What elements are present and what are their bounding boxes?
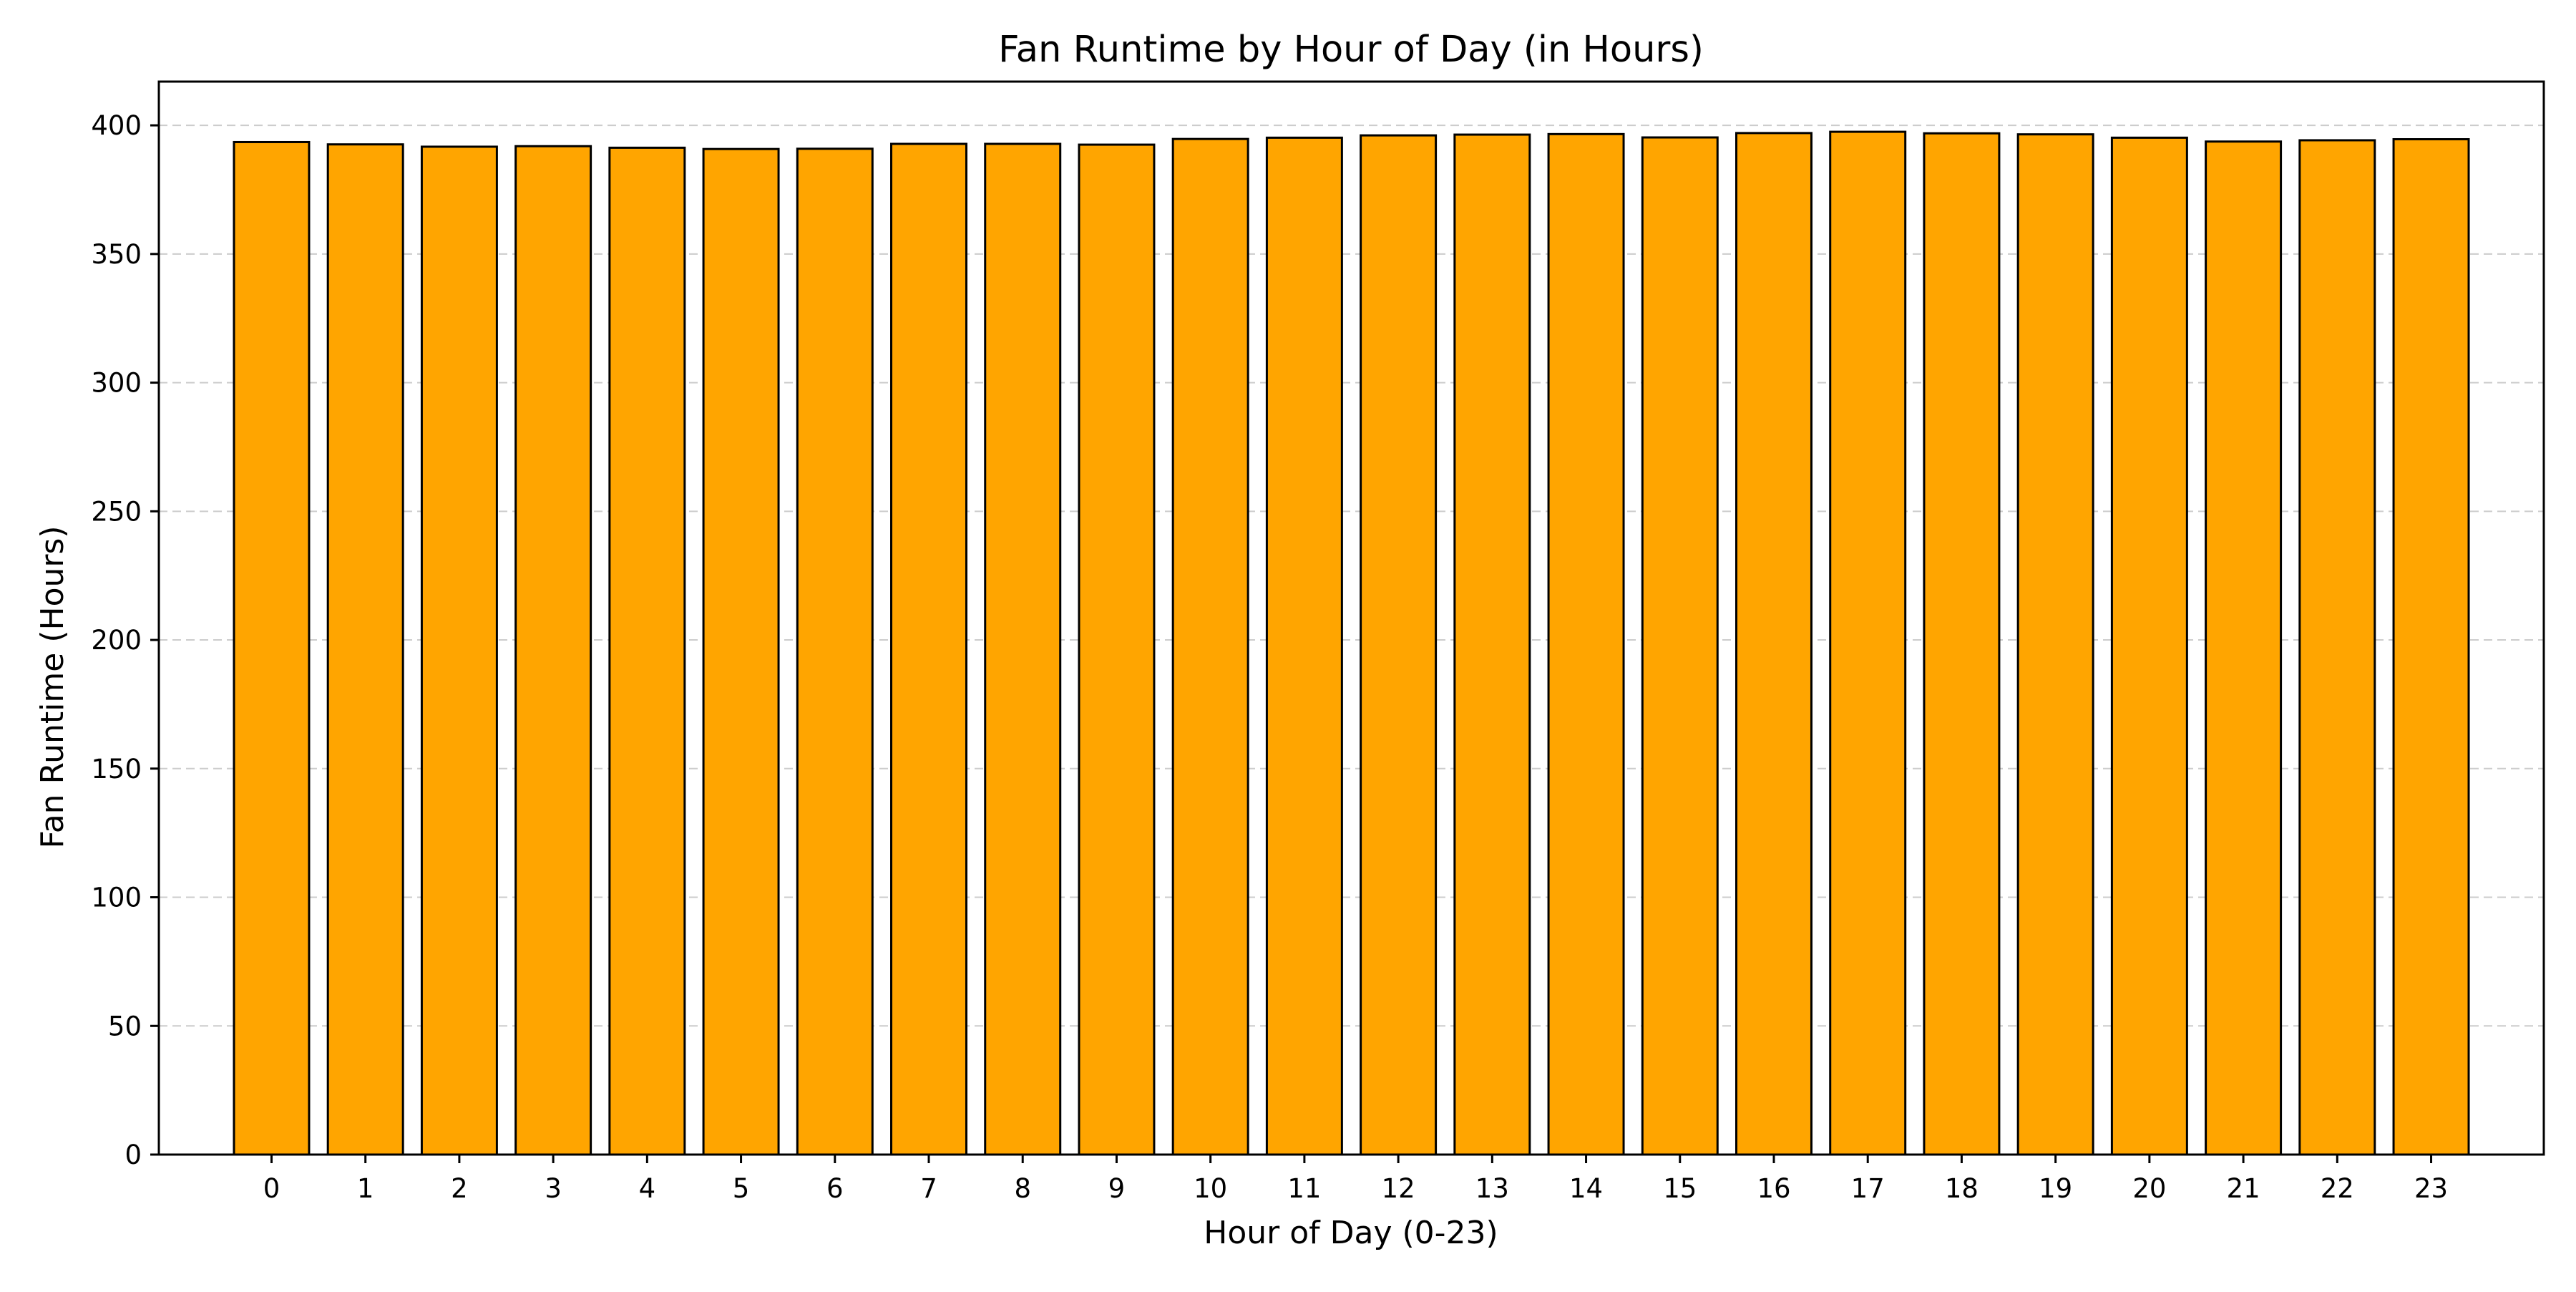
x-tick-label: 6 bbox=[826, 1173, 844, 1204]
x-tick-label: 12 bbox=[1382, 1173, 1415, 1204]
x-axis-label: Hour of Day (0-23) bbox=[1204, 1215, 1498, 1251]
bar-hour-18 bbox=[1923, 132, 2001, 1156]
bar-hour-6 bbox=[796, 147, 874, 1156]
bar-hour-12 bbox=[1360, 134, 1438, 1156]
bar-hour-13 bbox=[1453, 133, 1531, 1156]
bar-hour-19 bbox=[2016, 133, 2094, 1156]
x-tick-label: 19 bbox=[2039, 1173, 2072, 1204]
bar-hour-11 bbox=[1265, 136, 1343, 1156]
bar-hour-9 bbox=[1078, 143, 1156, 1156]
bar-hour-0 bbox=[233, 140, 311, 1156]
bar-hour-21 bbox=[2205, 140, 2283, 1156]
x-tick-label: 9 bbox=[1108, 1173, 1126, 1204]
x-tick-label: 4 bbox=[639, 1173, 656, 1204]
bar-hour-20 bbox=[2110, 136, 2188, 1156]
x-tick-label: 23 bbox=[2414, 1173, 2448, 1204]
x-tick-label: 8 bbox=[1014, 1173, 1031, 1204]
y-tick-label: 200 bbox=[91, 625, 142, 656]
y-tick-label: 250 bbox=[91, 496, 142, 527]
x-tick-label: 13 bbox=[1475, 1173, 1509, 1204]
bars bbox=[233, 130, 2470, 1156]
y-tick-label: 400 bbox=[91, 110, 142, 141]
y-tick-label: 50 bbox=[108, 1011, 142, 1041]
x-tick-label: 11 bbox=[1287, 1173, 1321, 1204]
bar-hour-2 bbox=[420, 145, 498, 1156]
bar-hour-14 bbox=[1547, 132, 1625, 1156]
y-tick-label: 100 bbox=[91, 883, 142, 913]
x-tick-label: 3 bbox=[545, 1173, 562, 1204]
x-tick-label: 5 bbox=[733, 1173, 750, 1204]
x-axis-ticks: 0 1 2 3 4 5 6 7 8 9 10 11 12 13 14 15 16 17 18 19 20 21 22 23 bbox=[263, 1155, 2448, 1204]
y-axis-ticks: 0 50 100 150 200 250 300 350 400 bbox=[91, 110, 159, 1170]
bar-hour-17 bbox=[1829, 130, 1907, 1156]
bar-hour-16 bbox=[1735, 132, 1813, 1156]
bar-hour-23 bbox=[2392, 138, 2470, 1156]
bar-hour-7 bbox=[890, 142, 967, 1156]
bar-hour-15 bbox=[1641, 136, 1719, 1156]
x-tick-label: 21 bbox=[2227, 1173, 2260, 1204]
x-tick-label: 2 bbox=[451, 1173, 468, 1204]
axes-frame bbox=[157, 80, 2545, 1156]
bar-hour-3 bbox=[514, 145, 592, 1156]
x-tick-label: 22 bbox=[2321, 1173, 2354, 1204]
y-axis-label: Fan Runtime (Hours) bbox=[34, 525, 71, 848]
bar-hour-4 bbox=[608, 146, 686, 1156]
bar-hour-22 bbox=[2298, 139, 2376, 1156]
x-tick-label: 7 bbox=[920, 1173, 937, 1204]
x-tick-label: 14 bbox=[1569, 1173, 1603, 1204]
y-tick-label: 300 bbox=[91, 368, 142, 399]
x-tick-label: 18 bbox=[1945, 1173, 1979, 1204]
y-tick-label: 150 bbox=[91, 754, 142, 785]
bar-hour-10 bbox=[1171, 137, 1249, 1156]
x-tick-label: 20 bbox=[2132, 1173, 2166, 1204]
y-tick-label: 0 bbox=[125, 1140, 142, 1170]
bar-hour-5 bbox=[702, 147, 780, 1156]
x-tick-label: 15 bbox=[1663, 1173, 1697, 1204]
x-tick-label: 16 bbox=[1757, 1173, 1790, 1204]
x-tick-label: 17 bbox=[1851, 1173, 1885, 1204]
x-tick-label: 10 bbox=[1194, 1173, 1227, 1204]
bar-hour-1 bbox=[326, 143, 404, 1156]
x-tick-label: 0 bbox=[263, 1173, 280, 1204]
bar-hour-8 bbox=[984, 142, 1062, 1156]
y-tick-label: 350 bbox=[91, 239, 142, 270]
x-tick-label: 1 bbox=[357, 1173, 374, 1204]
chart-title: Fan Runtime by Hour of Day (in Hours) bbox=[998, 29, 1704, 71]
